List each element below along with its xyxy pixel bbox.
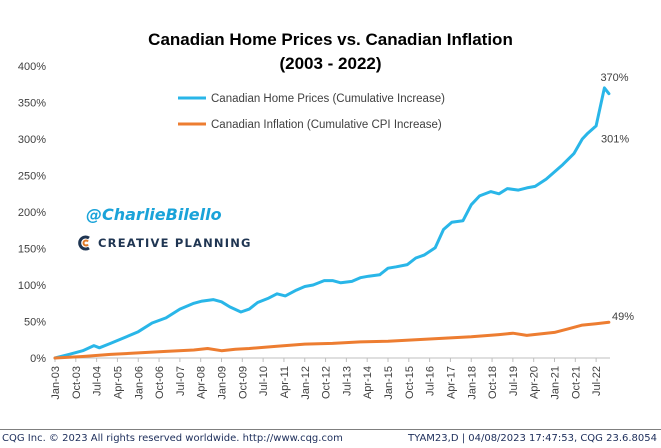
y-tick-label: 0% bbox=[30, 353, 46, 365]
chart-title: Canadian Home Prices vs. Canadian Inflat… bbox=[148, 30, 513, 49]
x-tick-label: Oct-06 bbox=[154, 366, 166, 399]
x-tick-label: Jan-15 bbox=[383, 366, 395, 400]
series-lines bbox=[53, 86, 611, 360]
x-tick-label: Jan-06 bbox=[133, 366, 145, 400]
legend-label-inflation: Canadian Inflation (Cumulative CPI Incre… bbox=[211, 119, 442, 131]
chart-canvas: 0% 50% 100% 150% 200% 250% 300% 350% 400% Jan-03 O… bbox=[18, 61, 634, 400]
brand-logo: CREATIVE PLANNING bbox=[78, 235, 252, 251]
y-tick-label: 50% bbox=[24, 317, 46, 329]
x-tick-label: Apr-17 bbox=[445, 366, 457, 399]
footer-copyright: CQG Inc. © 2023 All rights reserved worl… bbox=[2, 433, 343, 444]
y-tick-label: 150% bbox=[18, 244, 46, 256]
data-labels: 370% 301% 49% bbox=[600, 72, 634, 323]
chart-subtitle: (2003 - 2022) bbox=[279, 54, 382, 73]
x-tick-label: Jan-03 bbox=[50, 366, 62, 400]
footer-divider bbox=[0, 429, 661, 430]
x-tick-label: Apr-14 bbox=[362, 366, 374, 399]
x-tick-label: Apr-05 bbox=[112, 366, 124, 399]
footer-timestamp: TYAM23,D | 04/08/2023 17:47:53, CQG 23.6… bbox=[408, 433, 657, 444]
x-tick-label: Apr-20 bbox=[529, 366, 541, 399]
x-tick-label: Jul-16 bbox=[425, 366, 437, 396]
x-tick-label: Oct-18 bbox=[487, 366, 499, 399]
y-tick-label: 350% bbox=[18, 98, 46, 110]
x-tick-label: Oct-21 bbox=[570, 366, 582, 399]
end-label-home-prices: 301% bbox=[601, 133, 629, 145]
x-tick-label: Jan-09 bbox=[217, 366, 229, 400]
series-line-inflation bbox=[53, 320, 611, 360]
x-tick-label: Oct-15 bbox=[404, 366, 416, 399]
x-tick-label: Oct-03 bbox=[71, 366, 83, 399]
y-tick-label: 100% bbox=[18, 280, 46, 292]
x-tick-label: Jan-12 bbox=[300, 366, 312, 400]
y-tick-label: 200% bbox=[18, 207, 46, 219]
tick-labels: 0% 50% 100% 150% 200% 250% 300% 350% 400% Jan-03 O… bbox=[18, 61, 603, 400]
x-tick-label: Jul-13 bbox=[341, 366, 353, 396]
brand-name: CREATIVE PLANNING bbox=[98, 236, 252, 250]
x-tick-label: Jul-19 bbox=[508, 366, 520, 396]
x-tick-label: Oct-09 bbox=[237, 366, 249, 399]
x-tick-label: Jul-04 bbox=[92, 366, 104, 396]
x-tick-label: Jul-07 bbox=[175, 366, 187, 396]
axes bbox=[54, 357, 610, 362]
y-tick-label: 300% bbox=[18, 134, 46, 146]
x-tick-label: Apr-08 bbox=[196, 366, 208, 399]
x-tick-label: Apr-11 bbox=[279, 366, 291, 398]
creative-planning-logo-icon bbox=[78, 235, 90, 251]
x-tick-label: Jul-10 bbox=[258, 366, 270, 396]
legend: Canadian Home Prices (Cumulative Increas… bbox=[178, 93, 445, 131]
x-tick-label: Jul-22 bbox=[591, 366, 603, 396]
legend-label-home-prices: Canadian Home Prices (Cumulative Increas… bbox=[211, 93, 445, 105]
peak-label-home-prices: 370% bbox=[600, 72, 628, 84]
y-tick-label: 250% bbox=[18, 171, 46, 183]
x-tick-label: Oct-12 bbox=[321, 366, 333, 399]
end-label-inflation: 49% bbox=[612, 311, 634, 323]
x-tick-label: Jan-21 bbox=[550, 366, 562, 400]
x-tick-label: Jan-18 bbox=[466, 366, 478, 400]
watermark-handle: @CharlieBilello bbox=[86, 205, 222, 224]
y-tick-label: 400% bbox=[18, 61, 46, 73]
series-line-home-prices bbox=[53, 86, 611, 360]
